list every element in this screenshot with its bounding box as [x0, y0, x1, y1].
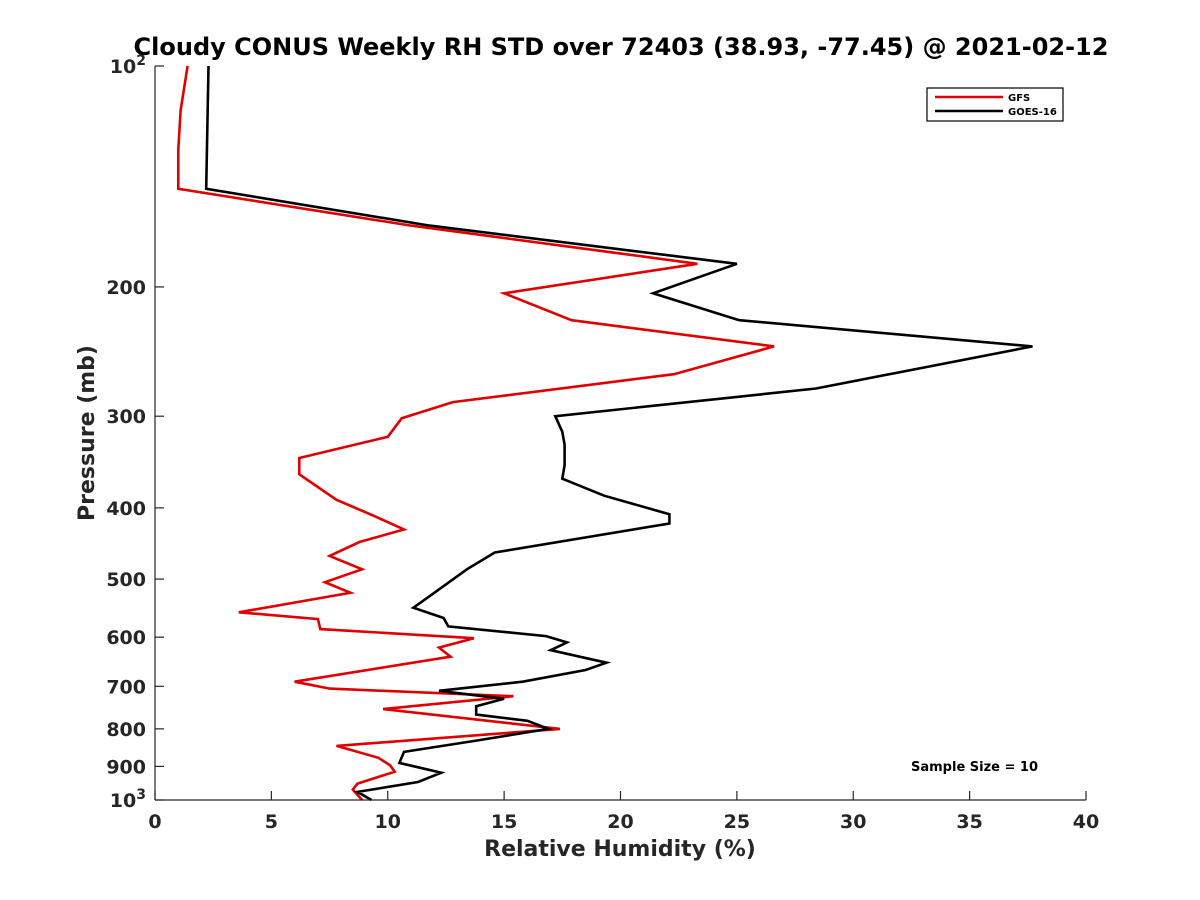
- chart-title: Cloudy CONUS Weekly RH STD over 72403 (3…: [134, 33, 1109, 61]
- y-tick-label: 800: [106, 719, 146, 741]
- legend: GFS GOES-16: [926, 87, 1064, 122]
- x-tick-label: 10: [375, 811, 401, 833]
- series-line-gfs: [177, 65, 775, 801]
- x-tick-label: 5: [265, 811, 278, 833]
- legend-label-gfs: GFS: [1008, 93, 1030, 104]
- y-tick-label: 103: [110, 787, 146, 812]
- y-tick-label: 200: [106, 277, 146, 299]
- x-tick-label: 25: [724, 811, 750, 833]
- x-tick-label: 40: [1073, 811, 1099, 833]
- y-axis-label: Pressure (mb): [75, 345, 100, 521]
- y-tick-label: 300: [106, 406, 146, 428]
- x-ticks: 0 5 10 15 20 25 30 35 40: [148, 791, 1099, 833]
- plot-lines: [177, 65, 1033, 802]
- y-tick-label: 400: [106, 498, 146, 520]
- legend-label-goes16: GOES-16: [1008, 107, 1057, 118]
- y-ticks: 102 200 300 400 500 600 700 800 900 103: [106, 53, 164, 812]
- series-line-goes-16: [204, 65, 1033, 802]
- x-tick-label: 35: [956, 811, 982, 833]
- y-tick-label: 700: [106, 676, 146, 698]
- x-tick-label: 20: [607, 811, 633, 833]
- x-axis-label: Relative Humidity (%): [484, 837, 756, 862]
- x-tick-label: 15: [491, 811, 517, 833]
- x-tick-label: 0: [148, 811, 161, 833]
- y-tick-label: 600: [106, 627, 146, 649]
- y-tick-label: 500: [106, 569, 146, 591]
- sample-size-annotation: Sample Size = 10: [911, 760, 1038, 775]
- y-tick-label: 900: [106, 756, 146, 778]
- x-tick-label: 30: [840, 811, 866, 833]
- legend-box: [926, 87, 1064, 122]
- y-tick-label: 102: [110, 53, 146, 78]
